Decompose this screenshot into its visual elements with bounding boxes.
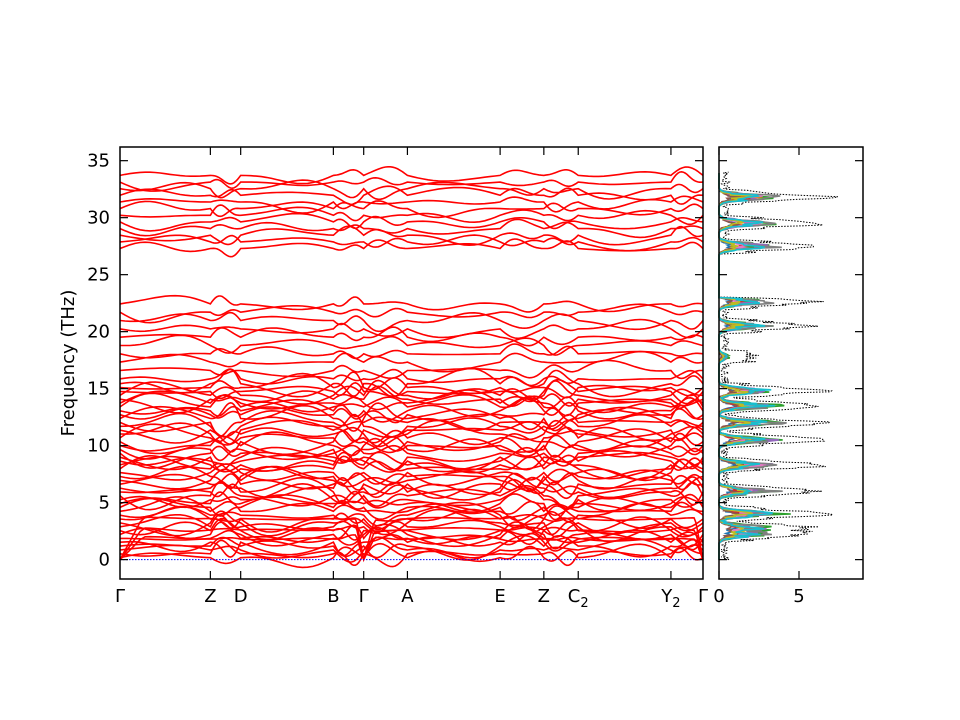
band-line-63 (119, 385, 704, 414)
kpoint-label: D (234, 586, 248, 607)
band-line-59 (119, 406, 704, 424)
band-line-56 (119, 412, 704, 438)
band-line-39 (119, 476, 704, 506)
y-axis-label: Frequency (THz) (58, 290, 79, 437)
band-line-7 (119, 195, 704, 214)
y-axis-ticks: 0 5 10 15 20 25 30 35 (87, 151, 703, 571)
band-line-19 (119, 311, 704, 333)
band-lines (119, 166, 704, 569)
kpoint-label: Z (538, 586, 550, 607)
band-line-25 (119, 534, 704, 561)
total-dos-curve (718, 171, 839, 561)
kpoint-label: Γ (698, 586, 708, 607)
band-line-66 (119, 371, 704, 399)
band-line-64 (119, 379, 703, 405)
band-line-67 (119, 367, 704, 398)
band-line-4 (119, 212, 704, 232)
band-line-58 (119, 401, 704, 432)
band-line-3 (119, 218, 704, 239)
band-plot-frame (119, 146, 704, 580)
band-line-18 (119, 318, 704, 340)
band-line-54 (119, 419, 704, 448)
dos-x-tick-label: 5 (793, 586, 804, 607)
kpoint-label: B (327, 586, 339, 607)
partial-dos-curve-9 (718, 173, 775, 560)
y-tick-label: 10 (87, 436, 110, 457)
band-line-21 (119, 294, 704, 313)
y-tick-label: 0 (99, 550, 110, 571)
band-line-40 (119, 472, 704, 501)
band-line-9 (119, 179, 704, 201)
band-line-17 (119, 326, 704, 347)
x-axis-kpoint-ticks: Γ Z D B Γ A E Z C2 Y2 Γ (115, 586, 708, 611)
kpoint-label: Γ (115, 586, 125, 607)
band-line-46 (119, 451, 704, 481)
band-line-45 (119, 454, 704, 480)
dos-plot-frame (718, 146, 864, 580)
band-line-20 (119, 303, 704, 324)
band-line-43 (119, 465, 704, 493)
band-line-38 (119, 480, 704, 511)
band-line-13 (119, 359, 703, 380)
band-line-10 (119, 170, 704, 192)
y-tick-label: 20 (87, 322, 110, 343)
band-line-31 (119, 508, 704, 538)
kpoint-label: A (401, 586, 414, 607)
y-tick-label: 25 (87, 265, 110, 286)
partial-dos-curve-0 (718, 173, 742, 560)
band-line-14 (119, 350, 704, 373)
band-line-68 (119, 534, 704, 562)
band-line-24 (119, 536, 704, 563)
band-line-30 (119, 514, 704, 543)
dos-curves (718, 171, 839, 561)
dos-x-tick-label: 0 (713, 586, 724, 607)
y-tick-label: 30 (87, 208, 110, 229)
band-line-60 (119, 396, 704, 423)
band-line-1 (119, 234, 704, 252)
k-point-dividers (209, 147, 672, 579)
y-tick-label: 5 (99, 493, 110, 514)
band-line-57 (119, 409, 704, 437)
dos-y-axis-ticks (719, 160, 863, 561)
band-line-33 (119, 501, 704, 529)
band-line-36 (119, 491, 704, 521)
band-line-6 (119, 200, 704, 219)
band-line-2 (119, 225, 704, 247)
y-tick-label: 15 (87, 379, 110, 400)
kpoint-label: Γ (359, 586, 369, 607)
y-tick-label: 35 (87, 151, 110, 172)
band-line-70 (119, 514, 704, 560)
band-line-5 (119, 204, 704, 226)
band-line-65 (119, 378, 704, 405)
partial-dos-curve-2 (718, 173, 791, 560)
kpoint-label-subscript: 2 (672, 596, 680, 611)
band-line-11 (119, 166, 704, 185)
band-line-69 (119, 525, 704, 563)
kpoint-label: C2 (568, 586, 589, 611)
kpoint-label: Z (204, 586, 216, 607)
band-line-15 (119, 343, 704, 360)
kpoint-label-subscript: 2 (580, 596, 588, 611)
band-line-16 (120, 334, 704, 356)
band-line-61 (119, 392, 704, 414)
band-line-0 (119, 238, 704, 258)
band-line-37 (119, 482, 704, 512)
partial-dos-curve-5 (718, 173, 746, 560)
band-line-55 (119, 419, 704, 445)
kpoint-label: Y2 (660, 586, 680, 611)
band-line-8 (119, 185, 704, 206)
kpoint-label: E (494, 586, 505, 607)
band-line-51 (119, 431, 704, 458)
